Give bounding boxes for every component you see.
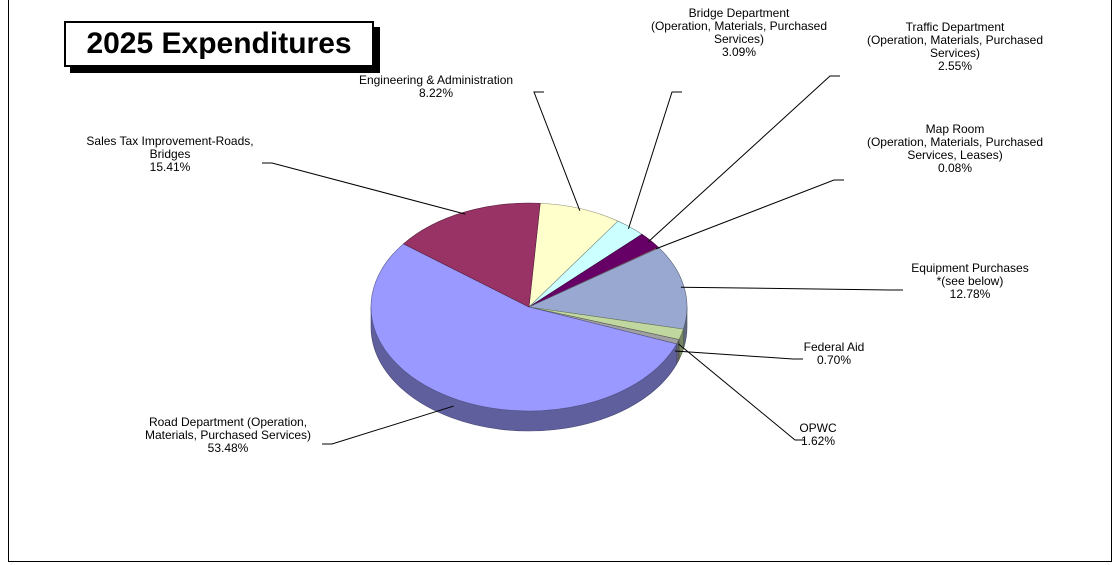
chart-title-box: 2025 Expenditures (64, 21, 374, 67)
chart-title: 2025 Expenditures (86, 27, 352, 60)
pie-labels: Engineering & Administration 8.22% Bridge … (86, 6, 1043, 455)
slice-label-7: OPWC 1.62% (799, 421, 837, 448)
leader-line-2 (533, 91, 581, 211)
leader-line-3 (627, 91, 682, 230)
leader-line-6 (680, 286, 903, 291)
leader-line-1 (262, 162, 466, 215)
slice-label-5: Map Room (Operation, Materials, Purchased… (867, 122, 1043, 175)
slice-label-6: Equipment Purchases *(see below) 12.78% (911, 261, 1028, 301)
leader-line-0 (322, 405, 454, 445)
leader-line-7 (678, 343, 805, 441)
leader-line-5 (655, 179, 844, 250)
chart-frame (8, 0, 1112, 562)
slice-label-1: Sales Tax Improvement-Roads, Bridges 15.41… (86, 134, 253, 174)
slice-label-4: Traffic Department (Operation, Materials,… (867, 20, 1043, 73)
pie-slice-0 (370, 243, 678, 412)
slice-label-2: Engineering & Administration 8.22% (359, 73, 513, 100)
slice-label-8: Federal Aid 0.70% (804, 340, 865, 367)
slice-label-0: Road Department (Operation, Materials, Pu… (145, 415, 311, 455)
leader-line-4 (647, 75, 840, 243)
leader-line-8 (674, 350, 803, 360)
pie-top-faces (370, 202, 688, 412)
pie-slice-1 (402, 202, 541, 308)
slice-label-3: Bridge Department (Operation, Materials, … (651, 6, 827, 59)
